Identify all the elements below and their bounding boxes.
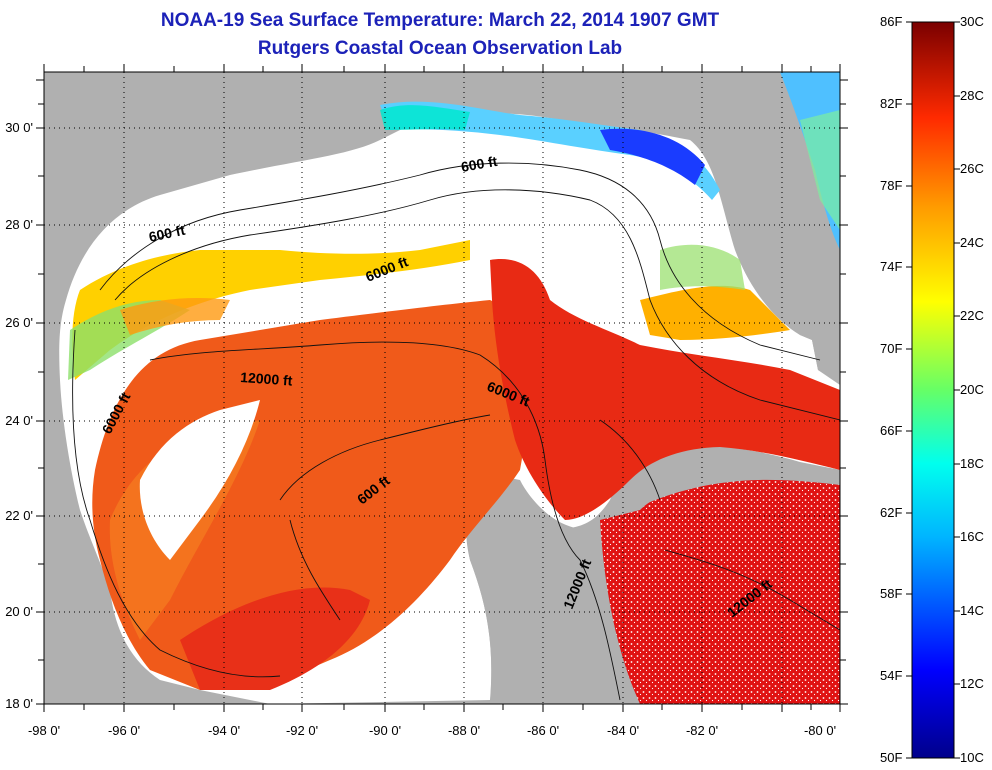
y-tick-label: 26 0' xyxy=(5,315,33,330)
x-tick-label: -82 0' xyxy=(686,723,718,738)
sst-warm-west xyxy=(92,300,530,690)
colorbar-f-label: 66F xyxy=(880,423,902,438)
colorbar-c-label: 24C xyxy=(960,235,984,250)
axis-ticks xyxy=(36,64,848,712)
colorbar: 86F 82F 78F 74F 70F 66F 62F 58F 54F 50F … xyxy=(880,14,984,765)
x-tick-label: -84 0' xyxy=(607,723,639,738)
y-tick-label: 24 0' xyxy=(5,413,33,428)
x-tick-label: -96 0' xyxy=(108,723,140,738)
florida-land xyxy=(690,72,840,380)
x-axis-labels: -98 0' -96 0' -94 0' -92 0' -90 0' -88 0… xyxy=(28,723,836,738)
colorbar-c-label: 22C xyxy=(960,308,984,323)
sst-warm-east xyxy=(490,259,840,520)
colorbar-c-label: 20C xyxy=(960,382,984,397)
colorbar-gradient xyxy=(911,21,955,759)
x-tick-label: -90 0' xyxy=(369,723,401,738)
sst-mixed-nw xyxy=(72,240,470,380)
x-tick-label: -88 0' xyxy=(448,723,480,738)
contour-label-600-n: 600 ft xyxy=(460,153,499,175)
map-subtitle: Rutgers Coastal Ocean Observation Lab xyxy=(257,38,623,59)
colorbar-f-label: 54F xyxy=(880,668,902,683)
colorbar-c-label: 10C xyxy=(960,750,984,765)
colorbar-c-label: 12C xyxy=(960,676,984,691)
colorbar-f-label: 50F xyxy=(880,750,902,765)
x-tick-label: -98 0' xyxy=(28,723,60,738)
colorbar-f-label: 74F xyxy=(880,259,902,274)
caribbean-water xyxy=(600,478,840,704)
y-axis-labels: 30 0' 28 0' 26 0' 24 0' 22 0' 20 0' 18 0… xyxy=(5,120,33,711)
x-tick-label: -86 0' xyxy=(527,723,559,738)
contour-label-12000-w: 12000 ft xyxy=(240,369,293,389)
bathymetry-contours xyxy=(72,162,840,701)
colorbar-c-label: 28C xyxy=(960,88,984,103)
colorbar-f-label: 58F xyxy=(880,586,902,601)
y-tick-label: 20 0' xyxy=(5,604,33,619)
contour-label-600-nw: 600 ft xyxy=(147,222,186,245)
colorbar-f-label: 62F xyxy=(880,505,902,520)
graticule xyxy=(44,72,840,704)
colorbar-f-label: 70F xyxy=(880,341,902,356)
map-title: NOAA-19 Sea Surface Temperature: March 2… xyxy=(160,10,720,31)
y-tick-label: 28 0' xyxy=(5,217,33,232)
x-tick-label: -92 0' xyxy=(286,723,318,738)
map-frame xyxy=(43,71,841,705)
y-tick-label: 18 0' xyxy=(5,696,33,711)
colorbar-c-label: 30C xyxy=(960,14,984,29)
x-tick-label: -94 0' xyxy=(208,723,240,738)
colorbar-f-label: 78F xyxy=(880,178,902,193)
y-tick-label: 30 0' xyxy=(5,120,33,135)
colorbar-c-label: 14C xyxy=(960,603,984,618)
yucatan-land xyxy=(467,480,640,704)
colorbar-f-label: 82F xyxy=(880,96,902,111)
colorbar-f-label: 86F xyxy=(880,14,902,29)
colorbar-c-label: 26C xyxy=(960,161,984,176)
colorbar-c-label: 16C xyxy=(960,529,984,544)
cuba-land xyxy=(612,460,840,512)
colorbar-c-label: 18C xyxy=(960,456,984,471)
map-area: 600 ft 600 ft 6000 ft 12000 ft 6000 ft 6… xyxy=(44,72,840,704)
y-tick-label: 22 0' xyxy=(5,508,33,523)
x-tick-label: -80 0' xyxy=(804,723,836,738)
